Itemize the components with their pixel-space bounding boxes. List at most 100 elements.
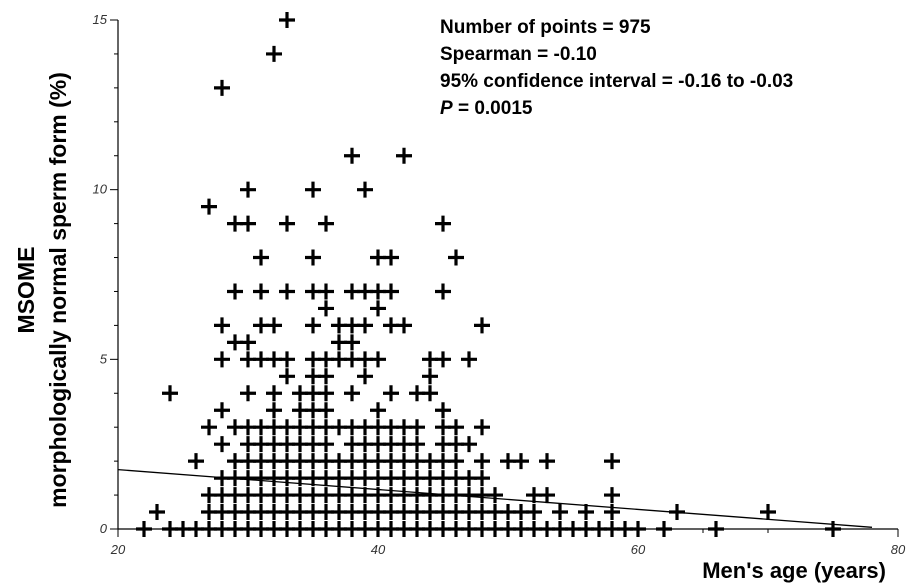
data-point [578,504,594,521]
data-point [409,419,425,436]
data-point [604,453,620,470]
data-point [279,368,295,385]
data-point [305,317,321,334]
y-axis-title-line2: morphologically normal sperm form (%) [45,72,71,508]
data-point [279,215,295,232]
data-point [435,215,451,232]
data-point [279,351,295,368]
data-point [656,521,672,537]
data-point [240,215,256,232]
data-point [409,436,425,453]
data-point [448,419,464,436]
data-point [214,436,230,453]
data-point [318,283,334,300]
data-point [383,249,399,266]
data-point [227,283,243,300]
data-point [383,385,399,402]
annotation-ci: 95% confidence interval = -0.16 to -0.03 [440,71,793,92]
data-point [513,453,529,470]
data-point [344,147,360,164]
data-point [539,487,555,504]
y-axis-title-line1: MSOME [13,247,39,334]
data-point [357,317,373,334]
data-point [630,521,646,537]
data-point [318,300,334,317]
data-point [604,504,620,521]
data-point [253,249,269,266]
data-point [266,402,282,419]
data-point [474,470,490,487]
data-point [344,385,360,402]
data-point [539,453,555,470]
data-point [552,504,568,521]
data-point [396,317,412,334]
data-point [370,351,386,368]
data-point [240,334,256,351]
data-point [526,504,542,521]
data-point [149,504,165,521]
data-point [240,385,256,402]
data-point [305,249,321,266]
data-point [357,181,373,198]
data-point [318,368,334,385]
data-point [318,215,334,232]
data-point [669,504,685,521]
data-point [448,453,464,470]
data-point [487,487,503,504]
data-point [214,317,230,334]
data-point [357,368,373,385]
x-tick-label: 80 [891,542,906,557]
data-point [461,351,477,368]
data-point [136,521,152,537]
y-tick-label: 15 [93,12,108,27]
data-point [474,453,490,470]
data-point [305,181,321,198]
data-point [266,45,282,62]
data-point [448,249,464,266]
data-point [435,283,451,300]
data-point [279,283,295,300]
x-tick-label: 20 [110,542,126,557]
data-point [422,368,438,385]
data-point [214,402,230,419]
data-point [253,283,269,300]
data-point [214,79,230,96]
data-point [383,283,399,300]
data-point [318,385,334,402]
data-point [344,334,360,351]
annotation-n-points: Number of points = 975 [440,17,651,38]
stats-annotation: Number of points = 975 Spearman = -0.10 … [440,17,793,119]
data-point [474,317,490,334]
data-point [474,419,490,436]
data-point [435,351,451,368]
p-letter: P [440,98,453,119]
data-points [136,12,841,537]
y-tick-label: 5 [100,351,108,366]
annotation-spearman: Spearman = -0.10 [440,44,597,65]
data-point [370,300,386,317]
data-point [266,385,282,402]
data-point [188,453,204,470]
data-point [201,419,217,436]
x-tick-label: 60 [631,542,646,557]
data-point [396,147,412,164]
data-point [604,487,620,504]
data-point [760,504,776,521]
x-axis-title: Men's age (years) [702,558,886,583]
data-point [370,402,386,419]
data-point [214,351,230,368]
x-tick-label: 40 [371,542,386,557]
y-tick-label: 10 [93,182,108,197]
data-point [162,385,178,402]
data-point [318,436,334,453]
data-point [266,317,282,334]
data-point [708,521,724,537]
data-point [279,12,295,28]
y-axis-ticks: 0 5 10 15 [93,12,118,536]
data-point [240,181,256,198]
data-point [435,402,451,419]
data-point [461,436,477,453]
annotation-p-value: P = 0.0015 [440,98,533,119]
data-point [201,198,217,215]
